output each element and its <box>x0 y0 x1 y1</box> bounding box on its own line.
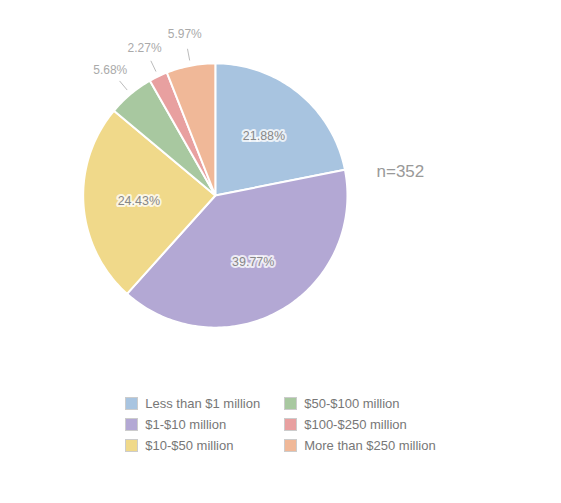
svg-text:39.77%: 39.77% <box>232 255 274 269</box>
svg-text:24.43%: 24.43% <box>118 194 160 208</box>
svg-text:5.68%: 5.68% <box>93 63 127 77</box>
svg-text:21.88%: 21.88% <box>243 129 285 143</box>
svg-text:2.27%: 2.27% <box>128 41 162 55</box>
html-text:$10-$50 million: $10-$50 million <box>145 438 234 453</box>
html-text:$100-$250 million: $100-$250 million <box>304 417 407 432</box>
html-text:$50-$100 million: $50-$100 million <box>304 396 400 411</box>
html-text:Less than $1 million: Less than $1 million <box>145 396 261 411</box>
html-text:$1-$10 million: $1-$10 million <box>145 417 227 432</box>
svg-text:5.97%: 5.97% <box>168 27 202 41</box>
html-text:More than $250 million: More than $250 million <box>304 438 436 453</box>
svg-text:n=352: n=352 <box>377 162 425 181</box>
